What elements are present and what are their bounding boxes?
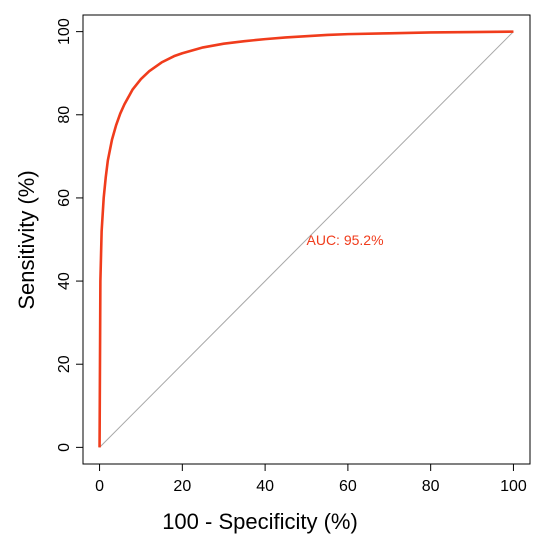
y-axis-title: Sensitivity (%) xyxy=(14,170,39,309)
x-tick-label: 60 xyxy=(339,478,357,495)
auc-annotation: AUC: 95.2% xyxy=(307,232,384,248)
x-tick-label: 0 xyxy=(95,478,104,495)
y-tick-label: 0 xyxy=(56,443,73,452)
y-axis: 0 20 40 60 80 100 xyxy=(56,18,84,452)
x-tick-label: 80 xyxy=(422,478,440,495)
y-tick-label: 20 xyxy=(56,355,73,373)
x-tick-label: 100 xyxy=(500,478,527,495)
y-tick-label: 60 xyxy=(56,189,73,207)
roc-curve xyxy=(98,30,514,448)
x-axis: 0 20 40 60 80 100 xyxy=(95,463,527,495)
x-tick-label: 20 xyxy=(173,478,191,495)
x-tick-label: 40 xyxy=(256,478,274,495)
x-axis-title: 100 - Specificity (%) xyxy=(162,509,358,534)
series-layer xyxy=(98,30,514,448)
y-tick-label: 80 xyxy=(56,106,73,124)
reference-diagonal xyxy=(99,31,514,448)
y-tick-label: 100 xyxy=(56,18,73,45)
y-tick-label: 40 xyxy=(56,272,73,290)
